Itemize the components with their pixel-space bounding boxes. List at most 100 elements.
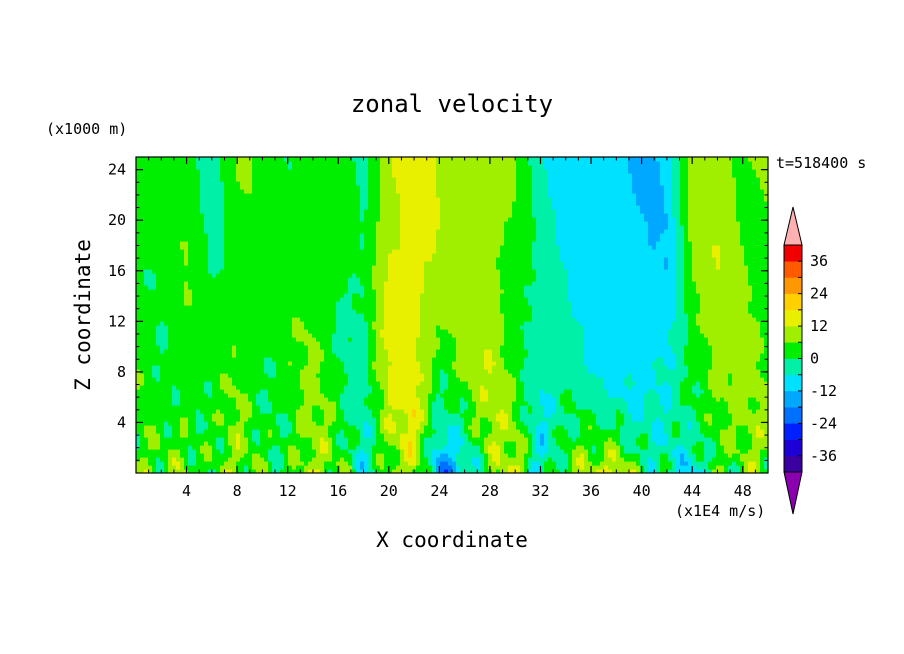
heatmap-cell xyxy=(180,325,185,330)
heatmap-cell xyxy=(324,233,329,238)
heatmap-cell xyxy=(216,441,221,446)
heatmap-cell xyxy=(236,197,241,202)
heatmap-cell xyxy=(264,385,269,390)
heatmap-cell xyxy=(200,373,205,378)
heatmap-cell xyxy=(252,329,257,334)
heatmap-cell xyxy=(200,429,205,434)
heatmap-cell xyxy=(380,429,385,434)
heatmap-cell xyxy=(284,405,289,410)
heatmap-cell xyxy=(236,273,241,278)
heatmap-cell xyxy=(212,225,217,230)
heatmap-cell xyxy=(300,389,305,394)
heatmap-cell xyxy=(240,381,245,386)
heatmap-cell xyxy=(332,213,337,218)
heatmap-cell xyxy=(340,237,345,242)
heatmap-cell xyxy=(260,405,265,410)
heatmap-cell xyxy=(240,357,245,362)
heatmap-cell xyxy=(344,265,349,270)
heatmap-cell xyxy=(180,341,185,346)
heatmap-cell xyxy=(144,157,149,162)
heatmap-cell xyxy=(260,273,265,278)
heatmap-cell xyxy=(220,433,225,438)
heatmap-cell xyxy=(260,401,265,406)
heatmap-cell xyxy=(320,273,325,278)
heatmap-cell xyxy=(212,293,217,298)
heatmap-cell xyxy=(312,189,317,194)
heatmap-cell xyxy=(324,325,329,330)
heatmap-cell xyxy=(284,437,289,442)
heatmap-cell xyxy=(328,297,333,302)
heatmap-cell xyxy=(188,409,193,414)
heatmap-cell xyxy=(380,245,385,250)
heatmap-cell xyxy=(328,361,333,366)
heatmap-cell xyxy=(328,249,333,254)
heatmap-cell xyxy=(200,377,205,382)
heatmap-cell xyxy=(192,393,197,398)
heatmap-cell xyxy=(312,165,317,170)
heatmap-cell xyxy=(268,445,273,450)
heatmap-cell xyxy=(212,217,217,222)
heatmap-cell xyxy=(272,217,277,222)
heatmap-cell xyxy=(220,281,225,286)
heatmap-cell xyxy=(348,265,353,270)
heatmap-cell xyxy=(272,213,277,218)
heatmap-cell xyxy=(352,249,357,254)
heatmap-cell xyxy=(160,161,165,166)
heatmap-cell xyxy=(184,269,189,274)
heatmap-cell xyxy=(324,381,329,386)
heatmap-cell xyxy=(264,397,269,402)
heatmap-cell xyxy=(188,233,193,238)
heatmap-cell xyxy=(344,313,349,318)
heatmap-cell xyxy=(232,413,237,418)
heatmap-cell xyxy=(220,201,225,206)
heatmap-cell xyxy=(312,169,317,174)
heatmap-cell xyxy=(344,341,349,346)
heatmap-cell xyxy=(172,193,177,198)
heatmap-cell xyxy=(340,269,345,274)
heatmap-cell xyxy=(272,309,277,314)
heatmap-cell xyxy=(136,393,141,398)
time-label: t=518400 s xyxy=(776,154,866,172)
heatmap-cell xyxy=(372,309,377,314)
heatmap-cell xyxy=(244,161,249,166)
heatmap-cell xyxy=(384,437,389,442)
heatmap-cell xyxy=(280,401,285,406)
heatmap-cell xyxy=(180,365,185,370)
heatmap-cell xyxy=(196,453,201,458)
heatmap-cell xyxy=(144,429,149,434)
heatmap-cell xyxy=(232,293,237,298)
heatmap-cell xyxy=(236,161,241,166)
heatmap-cell xyxy=(200,425,205,430)
heatmap-cell xyxy=(244,305,249,310)
heatmap-cell xyxy=(184,357,189,362)
heatmap-cell xyxy=(284,425,289,430)
heatmap-cell xyxy=(356,245,361,250)
heatmap-cell xyxy=(340,169,345,174)
heatmap-cell xyxy=(204,185,209,190)
heatmap-cell xyxy=(352,349,357,354)
heatmap-cell xyxy=(256,165,261,170)
heatmap-cell xyxy=(220,221,225,226)
heatmap-cell xyxy=(288,345,293,350)
heatmap-cell xyxy=(228,317,233,322)
heatmap-cell xyxy=(340,281,345,286)
heatmap-cell xyxy=(324,249,329,254)
heatmap-cell xyxy=(328,257,333,262)
heatmap-cell xyxy=(252,213,257,218)
heatmap-cell xyxy=(296,433,301,438)
heatmap-cell xyxy=(220,297,225,302)
heatmap-cell xyxy=(336,165,341,170)
heatmap-cell xyxy=(292,269,297,274)
heatmap-cell xyxy=(224,253,229,258)
heatmap-cell xyxy=(332,329,337,334)
heatmap-cell xyxy=(184,169,189,174)
heatmap-cell xyxy=(360,261,365,266)
heatmap-cell xyxy=(360,253,365,258)
heatmap-cell xyxy=(284,365,289,370)
heatmap-cell xyxy=(232,349,237,354)
heatmap-cell xyxy=(272,361,277,366)
heatmap-cell xyxy=(344,249,349,254)
heatmap-cell xyxy=(252,441,257,446)
heatmap-cell xyxy=(136,221,141,226)
heatmap-cell xyxy=(184,417,189,422)
